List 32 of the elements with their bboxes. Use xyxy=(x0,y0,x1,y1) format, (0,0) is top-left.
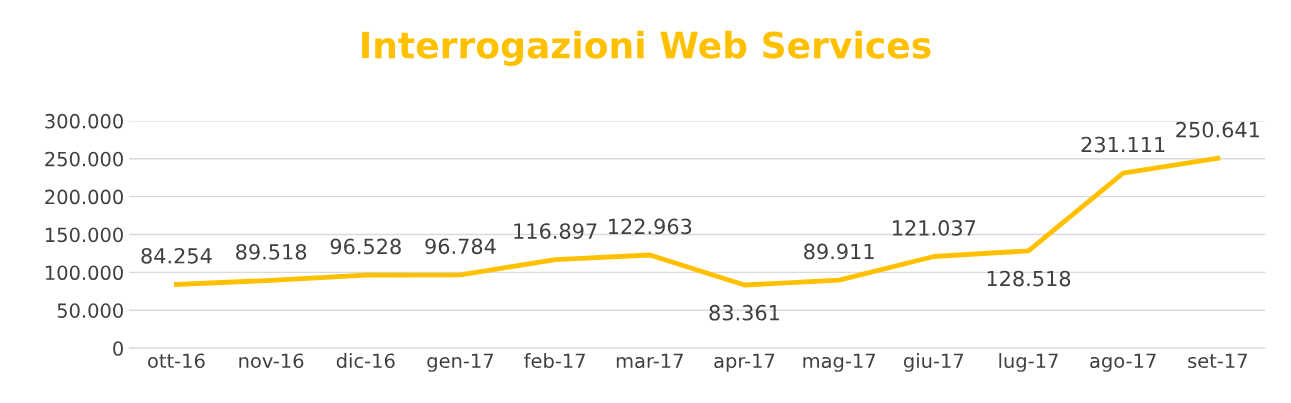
x-tick-label: dic-16 xyxy=(336,353,395,369)
x-tick-label: lug-17 xyxy=(999,353,1058,372)
data-label: 231.111 xyxy=(1081,136,1165,153)
x-tick-label: set-17 xyxy=(1188,353,1247,369)
x-tick-label: giu-17 xyxy=(903,353,964,372)
data-label: 83.361 xyxy=(709,304,779,321)
data-label: 89.911 xyxy=(804,243,874,260)
x-tick-label: ago-17 xyxy=(1090,353,1156,372)
x-tick-label: apr-17 xyxy=(714,353,775,372)
y-tick-label: 250.000 xyxy=(45,151,123,167)
y-tick-label: 200.000 xyxy=(45,189,123,205)
x-tick-label: feb-17 xyxy=(524,353,585,369)
data-label: 121.037 xyxy=(893,220,976,236)
x-tick-label: mag-17 xyxy=(803,353,875,372)
y-tick-label: 0 xyxy=(113,341,123,356)
x-tick-label: gen-17 xyxy=(427,353,493,372)
x-tick-label: nov-16 xyxy=(239,353,304,369)
data-label: 128.518 xyxy=(987,270,1071,287)
data-label: 96.784 xyxy=(425,238,496,255)
data-label: 89.518 xyxy=(236,243,307,260)
data-label: 116.897 xyxy=(514,223,597,239)
data-label: 122.963 xyxy=(609,218,692,235)
data-label: 84.254 xyxy=(141,247,212,264)
y-tick-label: 300.000 xyxy=(45,113,123,129)
x-tick-label: mar-17 xyxy=(616,353,683,369)
data-label: 250.641 xyxy=(1176,121,1259,138)
x-tick-label: ott-16 xyxy=(148,353,205,369)
chart-title: Interrogazioni Web Services xyxy=(362,30,931,66)
data-label: 96.528 xyxy=(330,238,401,255)
y-tick-label: 150.000 xyxy=(45,227,123,243)
y-tick-label: 50.000 xyxy=(57,303,123,318)
y-tick-label: 100.000 xyxy=(45,265,123,281)
